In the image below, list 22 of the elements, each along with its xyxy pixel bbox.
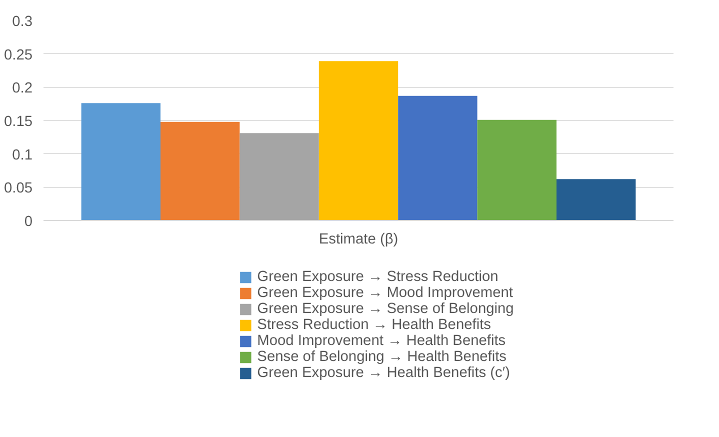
legend-label: Green Exposure → Mood Improvement	[257, 285, 513, 301]
legend-label: Stress Reduction → Health Benefits	[257, 317, 491, 333]
legend-label: Sense of Belonging → Health Benefits	[257, 349, 506, 365]
legend-label: Green Exposure → Sense of Belonging	[257, 301, 514, 317]
y-tick-label: 0.3	[12, 14, 32, 30]
x-tick-label: Estimate (β)	[318, 232, 398, 248]
legend-label: Green Exposure → Stress Reduction	[257, 269, 498, 285]
bar	[398, 96, 478, 220]
y-tick-label: 0.25	[4, 47, 33, 64]
y-tick-label: 0.05	[4, 180, 33, 197]
y-tick-label: 0	[24, 214, 33, 230]
bar	[240, 133, 319, 220]
bar	[160, 122, 240, 220]
bar	[556, 179, 636, 220]
legend-label: Green Exposure → Health Benefits (c′)	[257, 365, 510, 381]
bar	[81, 103, 160, 220]
y-tick-label: 0.1	[12, 147, 32, 164]
bar	[477, 120, 556, 220]
y-tick-label: 0.15	[4, 114, 33, 130]
bar	[318, 61, 398, 220]
y-tick-label: 0.2	[12, 80, 32, 97]
legend-label: Mood Improvement → Health Benefits	[257, 333, 506, 349]
